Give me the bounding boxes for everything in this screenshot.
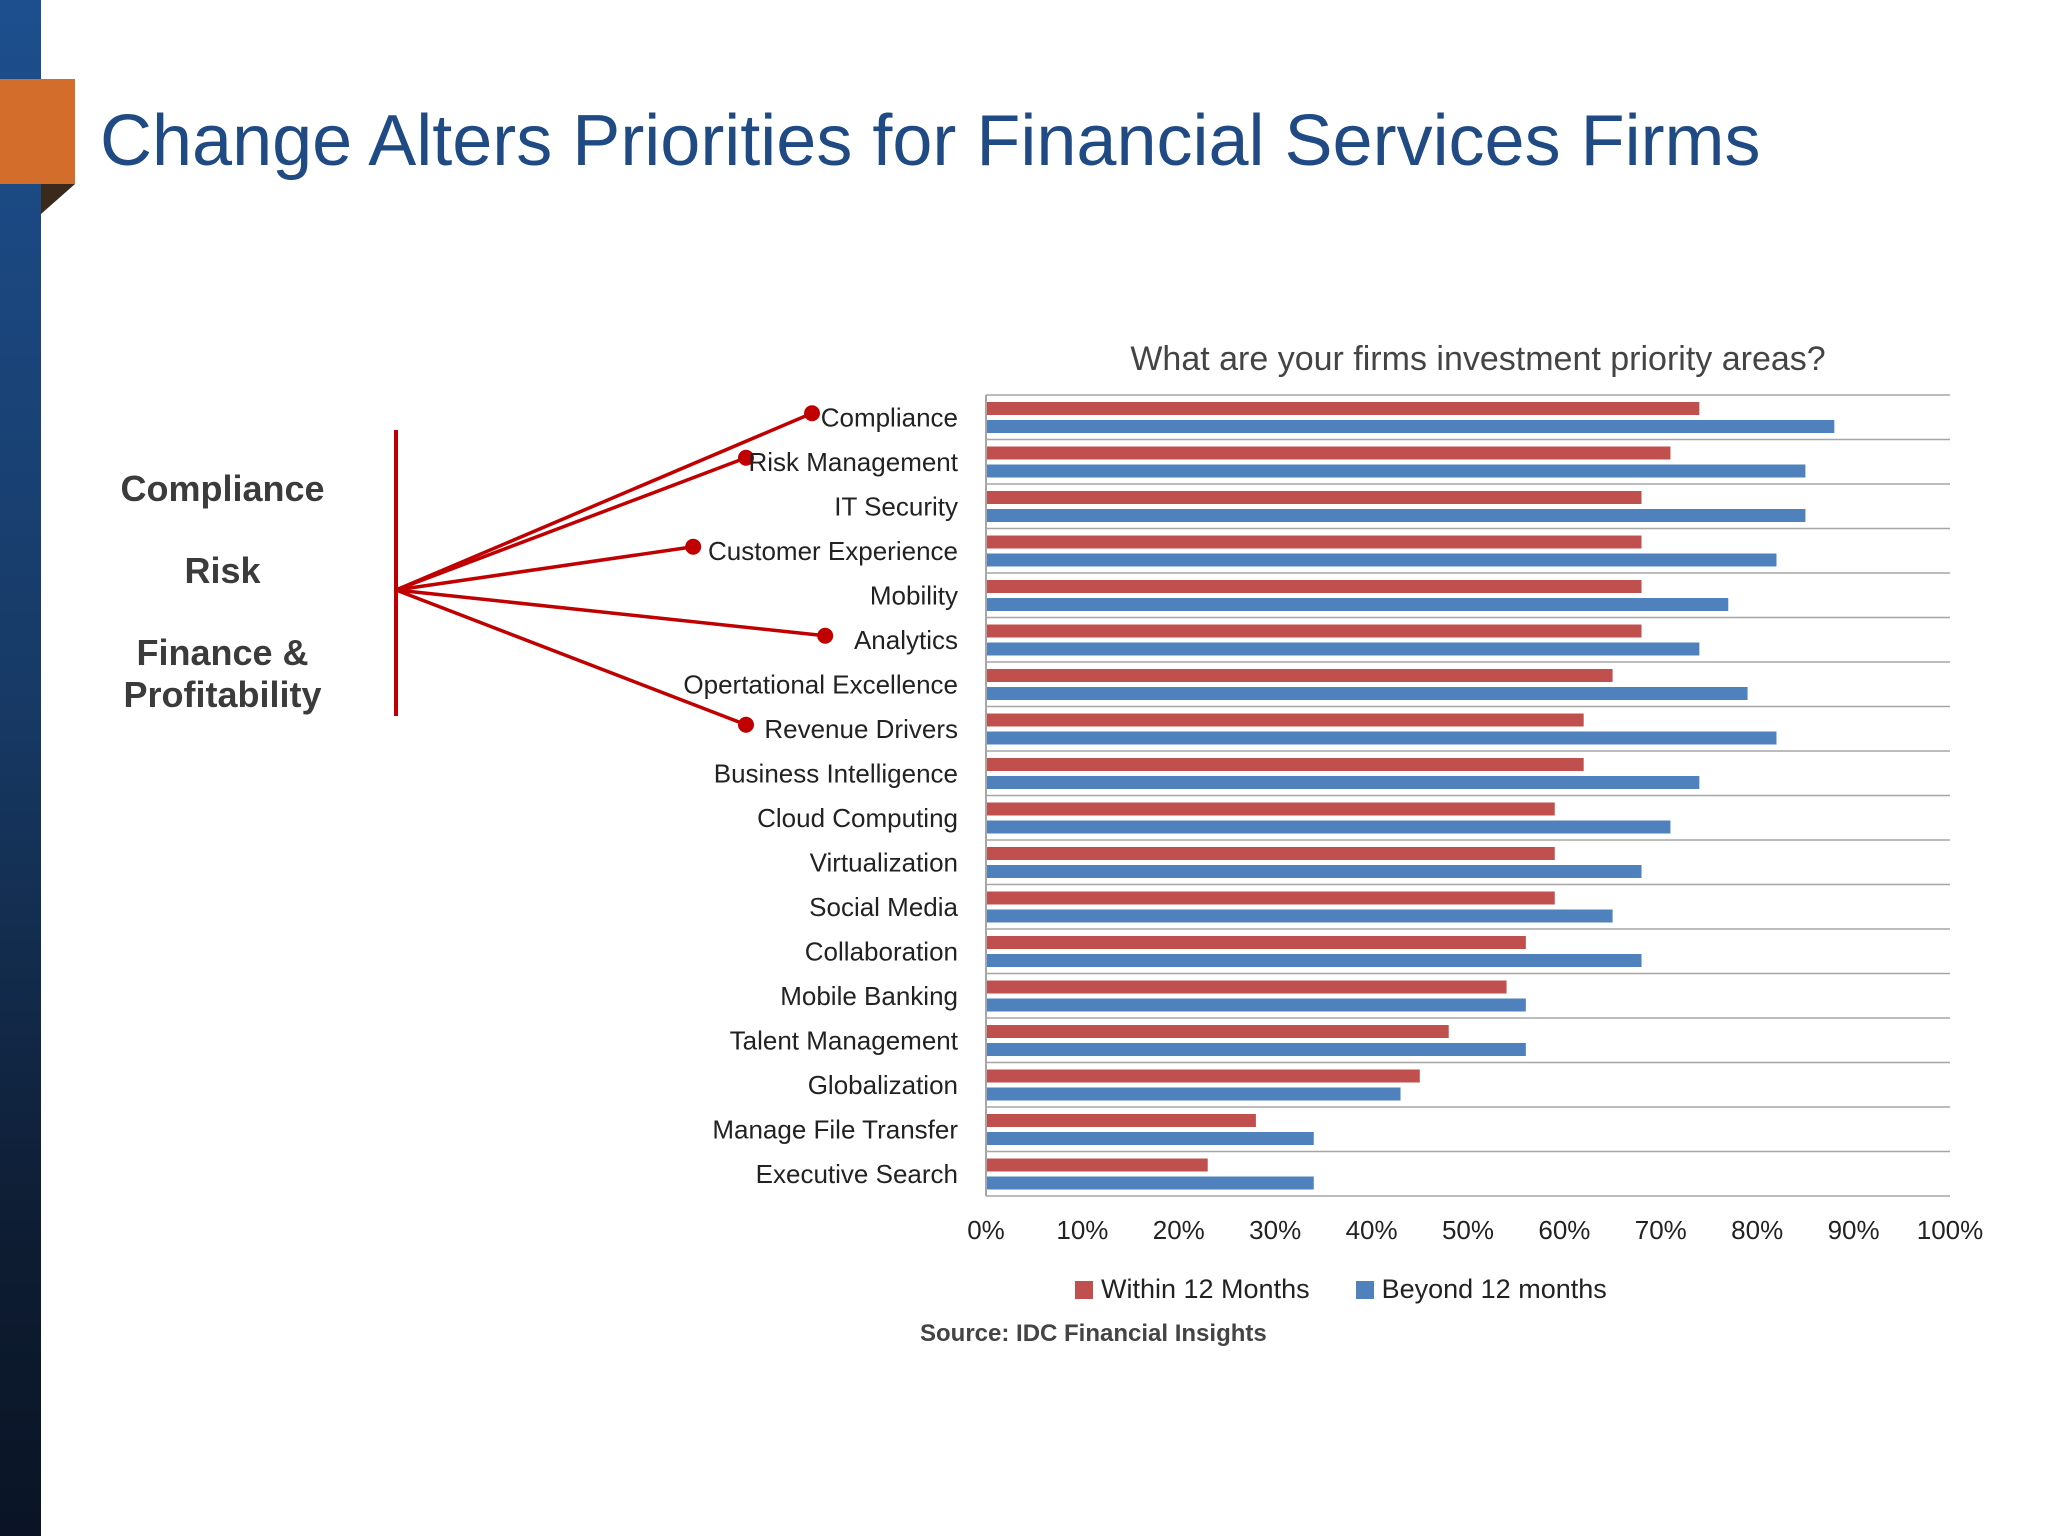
legend-label-beyond: Beyond 12 months	[1381, 1274, 1607, 1304]
category-label: Globalization	[808, 1070, 958, 1100]
category-label: Opertational Excellence	[683, 669, 958, 699]
x-tick-label: 10%	[1056, 1215, 1108, 1245]
connector-dot-revenue-drivers	[738, 716, 754, 733]
category-label: Manage File Transfer	[712, 1114, 958, 1144]
bar-within-business-intelligence	[987, 758, 1584, 771]
connector-line-customer-experience	[395, 545, 694, 592]
bar-beyond-business-intelligence	[987, 776, 1700, 789]
bar-within-it-security	[987, 491, 1642, 504]
bar-beyond-revenue-drivers	[987, 731, 1777, 745]
category-label: Social Media	[809, 892, 958, 922]
legend: Within 12 Months Beyond 12 months	[1075, 1274, 1607, 1305]
bar-beyond-mobility	[987, 598, 1729, 611]
connector-line-risk-management	[395, 456, 747, 592]
legend-item-beyond: Beyond 12 months	[1355, 1274, 1607, 1305]
bar-beyond-risk-management	[987, 464, 1806, 478]
bar-within-revenue-drivers	[987, 713, 1584, 727]
bar-beyond-it-security	[987, 509, 1806, 522]
x-tick-label: 30%	[1249, 1215, 1301, 1245]
chart-title: What are your firms investment priority …	[1130, 340, 1826, 378]
bar-beyond-mobile-banking	[987, 998, 1526, 1012]
legend-item-within: Within 12 Months	[1075, 1274, 1310, 1305]
x-tick-label: 100%	[1917, 1215, 1984, 1245]
connector-dot-analytics	[817, 627, 834, 644]
bar-within-customer-experience	[987, 535, 1642, 549]
category-label: Customer Experience	[708, 536, 958, 566]
bar-within-cloud-computing	[987, 802, 1555, 816]
x-tick-label: 40%	[1346, 1215, 1398, 1245]
bar-beyond-analytics	[987, 642, 1700, 656]
source-note: Source: IDC Financial Insights	[920, 1320, 1267, 1347]
x-tick-label: 20%	[1153, 1215, 1205, 1245]
bar-within-globalization	[987, 1069, 1420, 1083]
bar-within-analytics	[987, 624, 1642, 638]
bar-beyond-executive-search	[987, 1176, 1314, 1190]
bar-within-manage-file-transfer	[987, 1114, 1256, 1127]
bar-beyond-manage-file-transfer	[987, 1132, 1314, 1145]
bar-within-collaboration	[987, 936, 1526, 949]
theme-risk: Risk	[184, 550, 261, 591]
legend-label-within: Within 12 Months	[1101, 1274, 1310, 1304]
category-label: Collaboration	[805, 936, 958, 966]
category-label: Talent Management	[730, 1025, 959, 1055]
bar-within-talent-management	[987, 1025, 1449, 1038]
x-tick-label: 60%	[1538, 1215, 1590, 1245]
slide-title: Change Alters Priorities for Financial S…	[100, 101, 1761, 181]
bar-within-social-media	[987, 891, 1555, 905]
accent-block	[0, 79, 75, 184]
bar-beyond-cloud-computing	[987, 820, 1671, 834]
x-tick-label: 70%	[1635, 1215, 1687, 1245]
connector-line-compliance	[395, 411, 813, 592]
bar-within-compliance	[987, 402, 1700, 415]
side-bar	[0, 0, 41, 1536]
connector-group	[394, 405, 834, 733]
category-label: Analytics	[854, 625, 958, 655]
category-label: Cloud Computing	[757, 803, 958, 833]
bar-beyond-globalization	[987, 1087, 1401, 1101]
bar-beyond-compliance	[987, 420, 1835, 433]
category-label: Mobility	[870, 580, 958, 610]
bar-beyond-opertational-excellence	[987, 687, 1748, 700]
plot-area: Compliance Risk Management IT Security Cust…	[683, 394, 1984, 1245]
connector-dot-customer-experience	[685, 538, 702, 555]
bar-within-opertational-excellence	[987, 669, 1613, 682]
bar-within-mobility	[987, 580, 1642, 593]
theme-finance: Finance & Profitability	[123, 632, 322, 715]
category-label: IT Security	[834, 491, 958, 521]
legend-swatch-beyond	[1355, 1280, 1374, 1299]
bar-beyond-virtualization	[987, 865, 1642, 878]
x-tick-label: 0%	[967, 1215, 1005, 1245]
category-label: Executive Search	[756, 1159, 958, 1189]
connector-dot-compliance	[804, 405, 820, 422]
bar-within-mobile-banking	[987, 980, 1507, 994]
bar-within-risk-management	[987, 446, 1671, 460]
bar-beyond-talent-management	[987, 1043, 1526, 1056]
x-tick-label: 90%	[1828, 1215, 1880, 1245]
bar-within-executive-search	[987, 1158, 1208, 1172]
category-label: Mobile Banking	[780, 981, 958, 1011]
bar-within-virtualization	[987, 847, 1555, 860]
legend-swatch-within	[1075, 1280, 1093, 1299]
bar-beyond-social-media	[987, 909, 1613, 923]
connector-line-revenue-drivers	[395, 588, 747, 727]
theme-compliance: Compliance	[120, 468, 325, 509]
category-label: Compliance	[821, 402, 958, 432]
x-tick-label: 50%	[1442, 1215, 1494, 1245]
connector-dot-risk-management	[738, 449, 754, 466]
connector-line-analytics	[395, 588, 826, 638]
x-tick-label: 80%	[1731, 1215, 1783, 1245]
category-label: Business Intelligence	[714, 758, 958, 788]
accent-tab	[41, 184, 75, 214]
category-label: Revenue Drivers	[764, 714, 958, 744]
category-label: Risk Management	[748, 447, 958, 477]
bar-beyond-collaboration	[987, 954, 1642, 967]
bar-beyond-customer-experience	[987, 553, 1777, 567]
category-label: Virtualization	[810, 847, 958, 877]
